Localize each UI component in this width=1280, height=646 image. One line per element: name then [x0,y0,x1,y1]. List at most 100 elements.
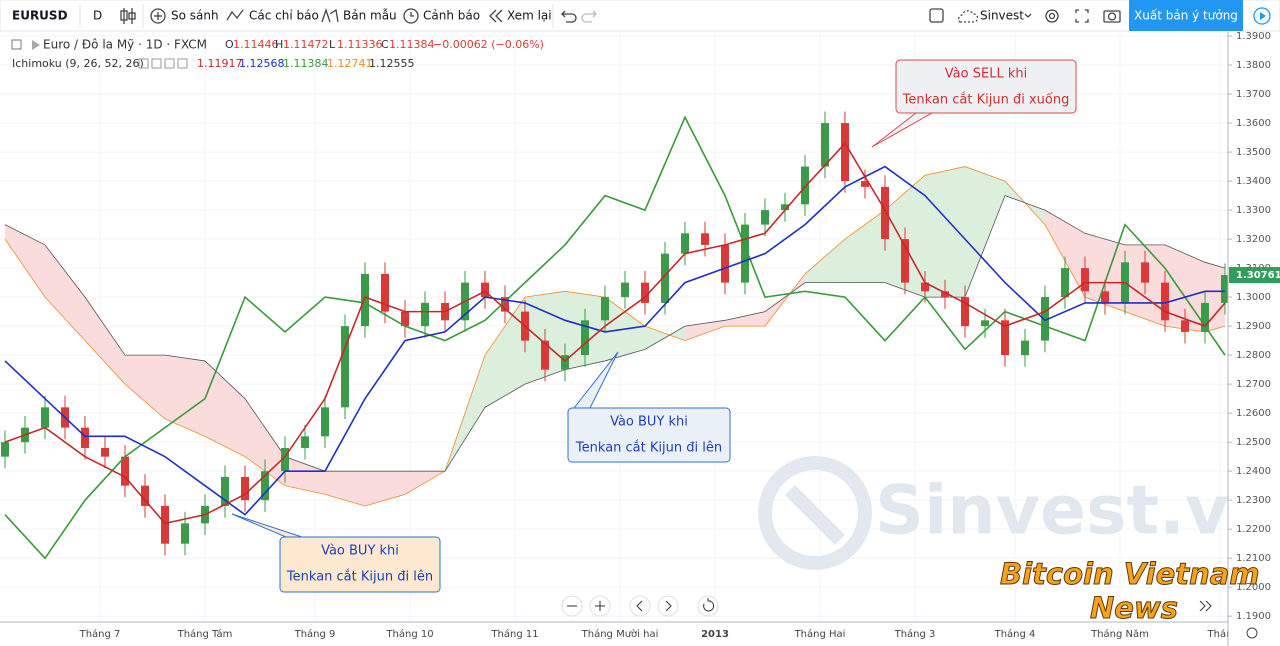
candle-body [901,239,909,283]
play-button[interactable] [1253,7,1271,25]
axis-settings[interactable] [1246,627,1258,639]
layout-menu[interactable] [1024,13,1032,18]
y-tick-label: 1.2500 [1236,437,1271,448]
indicators-button[interactable]: Các chỉ báo [249,9,319,23]
cloud-segment [85,297,125,385]
undo-button[interactable] [561,10,577,23]
y-tick-label: 1.3300 [1236,205,1271,216]
indicator-controls[interactable] [138,58,188,69]
ohlc-value: 1.11384 [389,38,435,51]
last-price-bg [1229,267,1280,284]
x-tick-label: Tháng Hai [794,628,846,640]
scroll-to-end[interactable] [1199,600,1212,612]
replay-icon[interactable] [489,9,503,23]
compare-icon[interactable] [150,8,166,24]
collapse-icon[interactable] [11,39,22,50]
compare-button[interactable]: So sánh [171,9,219,23]
y-tick-label: 1.3500 [1236,147,1271,158]
cloud-segment [5,224,45,298]
candle-body [1181,320,1189,332]
candle-body [601,297,609,321]
candle-body [541,340,549,370]
tenkan-line [4,142,1226,525]
scroll-left[interactable] [629,595,651,617]
ohlc-key: L [329,38,336,51]
candle-body [981,320,989,327]
x-tick-label: Tháng 11 [490,628,538,640]
candle-body [361,273,369,327]
indicator-value: 1.11917 [197,57,243,70]
candle-body [181,523,189,544]
layout-name[interactable]: Sinvest [980,9,1024,23]
callout-text: Tenkan cắt Kijun đi lên [575,441,722,456]
publish-button[interactable]: Xuất bản ý tưởng [1134,9,1238,23]
scroll-right-icon [665,600,672,612]
x-tick-label: Tháng 3 [894,628,936,640]
replay-button[interactable]: Xem lại [507,9,552,23]
candle-body [141,485,149,506]
candle-body [741,224,749,283]
alerts-icon[interactable] [403,8,419,24]
templates-button[interactable]: Bản mẫu [343,9,397,23]
watermark-logo-mark [785,485,845,545]
candle-body [1,442,9,457]
candle-body [761,210,769,225]
cloud-segment [805,239,845,283]
y-tick-label: 1.3800 [1236,60,1271,71]
interval[interactable]: D [93,9,102,23]
settings-button[interactable] [1045,9,1059,23]
candle-body [921,282,929,292]
instrument: Euro / Đô la Mỹ · 1D · FXCM [43,38,207,52]
candle-body [401,311,409,327]
templates-icon[interactable] [321,7,339,23]
callout-text: Vào BUY khi [321,544,399,559]
callout-text: Vào SELL khi [945,67,1027,82]
reset-view[interactable] [697,595,719,617]
candle-body [501,297,509,312]
snapshot-button[interactable] [1103,10,1121,23]
x-tick-label: Tháng 7 [79,628,121,640]
callout-text: Vào BUY khi [610,415,688,430]
candle-body [961,297,969,327]
cloud-segment [285,456,325,495]
indicators-icon[interactable] [226,9,244,21]
symbol[interactable]: EURUSD [12,9,68,23]
candle-body [341,326,349,408]
y-tick-label: 1.3400 [1236,176,1271,187]
candle-body [381,273,389,312]
candle-body [621,282,629,298]
indicator-name: Ichimoku (9, 26, 52, 26) [12,57,144,70]
publish-button-bg[interactable] [1129,0,1243,31]
redo-button[interactable] [581,10,597,23]
x-tick-label: 2013 [701,629,729,640]
chart-style-icon[interactable] [120,8,136,24]
cloud-segment [165,355,205,437]
candle-body [121,456,129,486]
toolbar-bg [0,0,1280,32]
ohlc-value: 1.11336 [337,38,383,51]
candle-body [241,476,249,501]
candle-body [1201,302,1209,332]
candle-body [821,123,829,167]
candle-body [1081,268,1089,292]
alerts-button[interactable]: Cảnh báo [423,9,480,23]
candle-body [1141,262,1149,283]
fullscreen-button[interactable] [1075,9,1089,23]
y-tick-label: 1.2600 [1236,408,1271,419]
zoom-controls [561,595,1258,639]
cloud-segment [725,311,765,327]
candle-body [221,476,229,506]
candle-body [41,407,49,428]
candle-body [701,233,709,245]
candle-body [1001,320,1009,356]
ohlc-value: 1.11472 [283,38,329,51]
indicator-value: 1.12555 [369,57,415,70]
candle-body [941,291,949,298]
candle-body [161,505,169,544]
scroll-right[interactable] [657,595,679,617]
candle-body [581,320,589,356]
span_b-line [4,195,1226,472]
layout-icon[interactable] [929,8,944,23]
indicator-value: 1.11384 [283,57,329,70]
